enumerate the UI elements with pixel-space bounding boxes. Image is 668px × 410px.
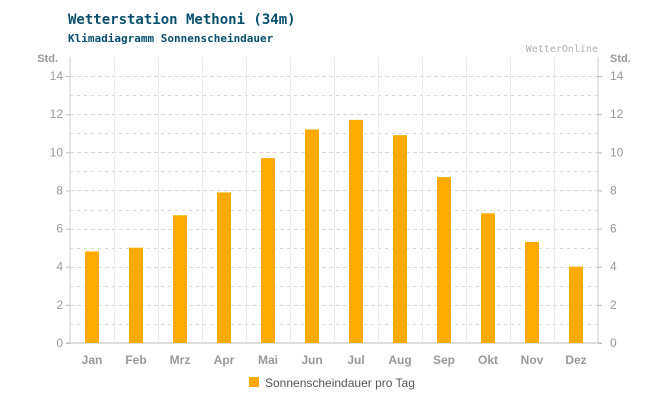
y-tick-label-left: 0 — [56, 336, 63, 350]
legend: Sonnenscheindauer pro Tag — [249, 376, 415, 390]
x-tick-label: Jun — [301, 353, 322, 367]
source-label: WetterOnline — [526, 44, 598, 55]
y-tick-label-right: 0 — [610, 336, 617, 350]
x-tick-label: Mai — [258, 353, 278, 367]
legend-swatch — [249, 377, 259, 387]
bar-okt — [481, 213, 495, 343]
x-tick-label: Mrz — [170, 353, 191, 367]
y-ticks-left: 0 2 4 6 8 10 12 14 — [50, 69, 70, 350]
x-tick-label: Jul — [347, 353, 364, 367]
bar-sep — [437, 177, 451, 343]
y-tick-label-right: 10 — [610, 145, 624, 159]
legend-label: Sonnenscheindauer pro Tag — [265, 376, 415, 390]
y-tick-label-left: 4 — [56, 260, 63, 274]
chart-title: Wetterstation Methoni (34m) — [68, 12, 296, 28]
y-tick-label-left: 6 — [56, 222, 63, 236]
x-tick-label: Sep — [433, 353, 455, 367]
x-tick-label: Aug — [388, 353, 411, 367]
x-tick-label: Feb — [125, 353, 146, 367]
x-tick-label: Nov — [521, 353, 544, 367]
x-tick-label: Okt — [478, 353, 498, 367]
bar-jul — [349, 119, 363, 344]
bar-mrz — [173, 215, 187, 343]
y-axis-label-right: Std. — [610, 53, 631, 65]
y-tick-label-left: 8 — [56, 183, 63, 197]
y-tick-label-left: 12 — [50, 107, 64, 121]
y-tick-label-right: 6 — [610, 222, 617, 236]
grid — [66, 57, 602, 344]
chart-subtitle: Klimadiagramm Sonnenscheindauer — [68, 32, 274, 45]
y-tick-label-right: 2 — [610, 298, 617, 312]
y-tick-label-right: 12 — [610, 107, 624, 121]
y-ticks-right: 0 2 4 6 8 10 12 14 — [598, 69, 624, 350]
bar-nov — [525, 241, 539, 343]
bar-jun — [305, 129, 319, 343]
x-tick-label: Jan — [82, 353, 103, 367]
bars — [85, 119, 583, 344]
y-tick-label-left: 2 — [56, 298, 63, 312]
x-tick-labels: Jan Feb Mrz Apr Mai Jun Jul Aug Sep Okt Nov Dez — [82, 353, 587, 367]
bar-feb — [129, 247, 143, 343]
y-tick-label-right: 14 — [610, 69, 624, 83]
y-tick-label-right: 4 — [610, 260, 617, 274]
y-tick-label-left: 14 — [50, 69, 64, 83]
bar-apr — [217, 192, 231, 343]
x-tick-label: Apr — [214, 353, 235, 367]
y-tick-label-left: 10 — [50, 145, 64, 159]
bar-mai — [261, 158, 275, 343]
x-tick-label: Dez — [565, 353, 586, 367]
bar-jan — [85, 251, 99, 343]
bar-dez — [569, 266, 583, 343]
y-axis-label-left: Std. — [37, 53, 58, 65]
bar-aug — [393, 135, 407, 343]
y-tick-label-right: 8 — [610, 183, 617, 197]
